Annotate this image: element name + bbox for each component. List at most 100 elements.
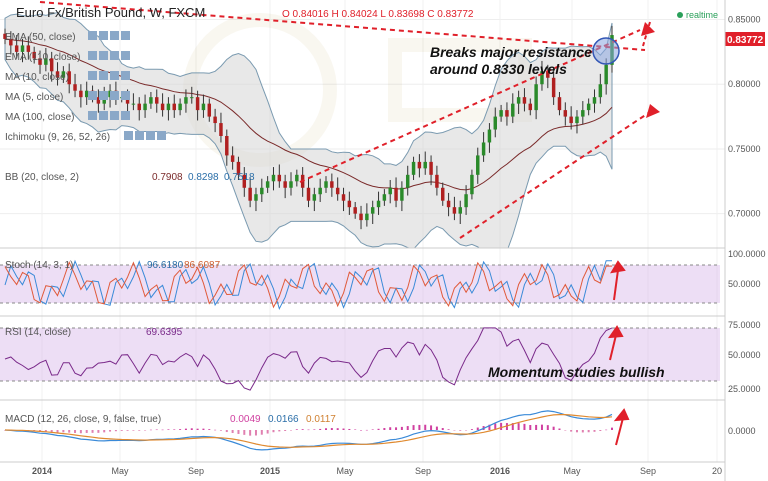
macd-histogram-bar	[231, 430, 234, 434]
plus-icon[interactable]	[110, 91, 119, 100]
gear-icon[interactable]	[135, 131, 144, 140]
candle-body	[511, 103, 515, 117]
breakout-circle	[592, 37, 620, 65]
candle-body	[551, 77, 556, 98]
candle-body	[143, 103, 147, 111]
candle-body	[604, 64, 608, 85]
gear-icon[interactable]	[99, 91, 108, 100]
candle-body	[201, 103, 206, 111]
candle-body	[213, 116, 217, 124]
plus-icon[interactable]	[110, 71, 119, 80]
resistance-line-upper	[39, 1, 646, 51]
gear-icon[interactable]	[99, 111, 108, 120]
eye-icon[interactable]	[88, 111, 97, 120]
candle-body	[172, 103, 176, 111]
candle-body	[265, 181, 270, 188]
candle-body	[149, 97, 153, 104]
macd-histogram-bar	[505, 423, 508, 430]
stoch-k-value: 96.6180	[147, 260, 184, 271]
macd-histogram-bar	[389, 427, 392, 430]
macd-histogram-bar	[289, 430, 292, 431]
candle-body	[230, 155, 235, 162]
eye-icon[interactable]	[88, 31, 97, 40]
macd-histogram-bar	[243, 430, 246, 435]
candle-body	[289, 181, 293, 188]
eye-icon[interactable]	[88, 51, 97, 60]
macd-histogram-bar	[313, 429, 316, 430]
macd-histogram-bar	[319, 428, 322, 430]
close-icon[interactable]	[121, 71, 130, 80]
macd-histogram-bar	[126, 430, 129, 431]
candle-body	[446, 200, 451, 208]
macd-histogram-bar	[360, 429, 363, 431]
plus-icon[interactable]	[146, 131, 155, 140]
macd-histogram-bar	[173, 429, 176, 430]
eye-icon[interactable]	[124, 131, 133, 140]
macd-histogram-bar	[56, 430, 59, 433]
macd-histogram-bar	[254, 430, 257, 436]
indicator-label: EMA (110, close)	[5, 52, 80, 63]
candle-body	[435, 174, 439, 188]
candle-body	[277, 174, 282, 182]
ohlc-values: O 0.84016 H 0.84024 L 0.83698 C 0.83772	[282, 9, 474, 20]
close-icon[interactable]	[157, 131, 166, 140]
indicator-label: MA (10, close)	[5, 72, 69, 83]
time-tick-label: 2015	[260, 466, 280, 476]
candle-body	[522, 97, 527, 104]
last-price-label: 0.83772	[727, 35, 764, 46]
close-icon[interactable]	[121, 111, 130, 120]
macd-histogram-bar	[161, 429, 164, 431]
indicator-label: EMA (50, close)	[5, 32, 76, 43]
macd-histogram-bar	[196, 428, 199, 430]
candle-body	[102, 97, 106, 104]
candle-body	[598, 84, 603, 98]
macd-histogram-bar	[371, 429, 374, 430]
candle-body	[184, 97, 188, 104]
price-tick-label: 0.85000	[728, 15, 761, 25]
macd-histogram-bar	[184, 428, 187, 430]
candle-body	[96, 97, 101, 104]
candle-body	[283, 181, 287, 188]
rsi-band	[0, 328, 720, 381]
plus-icon[interactable]	[110, 111, 119, 120]
plus-icon[interactable]	[110, 31, 119, 40]
macd-histogram-bar	[202, 428, 205, 430]
gear-icon[interactable]	[99, 71, 108, 80]
candle-body	[295, 174, 299, 182]
candle-body	[569, 116, 573, 124]
macd-histogram-bar	[418, 424, 421, 430]
macd-hist-value: 0.0049	[230, 414, 261, 425]
candle-body	[534, 84, 538, 111]
candles	[3, 26, 614, 230]
macd-histogram-bar	[284, 430, 287, 431]
candle-body	[3, 33, 7, 39]
candle-body	[160, 103, 165, 111]
momentum-arrows	[607, 260, 630, 446]
eye-icon[interactable]	[88, 91, 97, 100]
macd-histogram-bar	[214, 429, 217, 431]
candle-body	[411, 161, 416, 175]
macd-histogram-bar	[68, 430, 71, 433]
macd-histogram-bar	[190, 428, 193, 430]
time-tick-label: May	[111, 466, 129, 476]
close-icon[interactable]	[121, 31, 130, 40]
candle-body	[20, 45, 25, 52]
bb-mid-value: 0.7908	[152, 172, 183, 183]
macd-histogram-bar	[325, 428, 328, 430]
candle-body	[44, 58, 48, 65]
candle-body	[236, 161, 241, 175]
eye-icon[interactable]	[88, 71, 97, 80]
close-icon[interactable]	[121, 91, 130, 100]
macd-histogram-bar	[103, 430, 106, 433]
candle-body	[73, 84, 77, 91]
macd-histogram-bar	[237, 430, 240, 434]
stoch-k-line	[4, 259, 612, 311]
gear-icon[interactable]	[99, 31, 108, 40]
macd-histogram-bar	[476, 427, 479, 430]
plus-icon[interactable]	[110, 51, 119, 60]
gear-icon[interactable]	[99, 51, 108, 60]
candle-body	[324, 181, 328, 188]
candle-body	[458, 207, 462, 214]
candle-body	[487, 129, 492, 143]
close-icon[interactable]	[121, 51, 130, 60]
